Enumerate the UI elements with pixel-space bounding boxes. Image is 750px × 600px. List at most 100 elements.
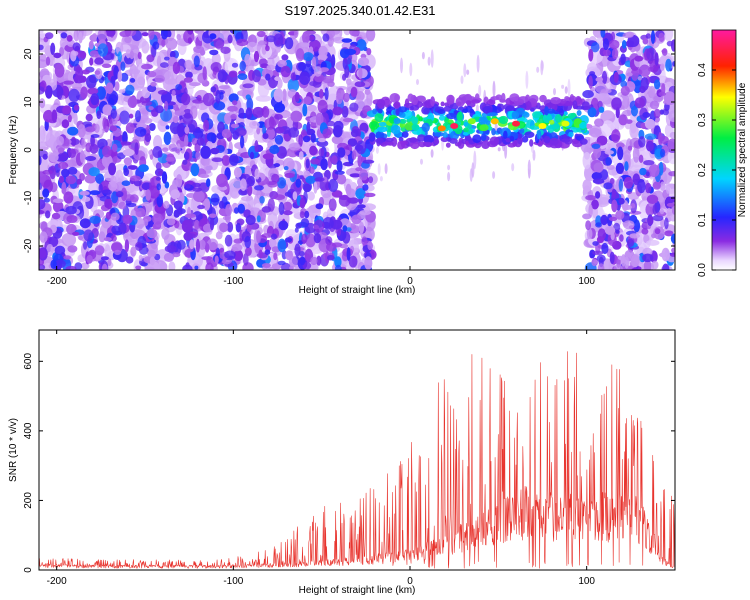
heatmap-cell [278,202,285,215]
heatmap-cell [350,86,358,98]
heatmap-cell [667,138,675,151]
heatmap-cell [418,116,423,122]
heatmap-cell [536,66,540,73]
heatmap-cell [433,132,445,137]
heatmap-cell [438,115,446,121]
heatmap-cell [143,218,149,227]
heatmap-cell [120,61,126,71]
heatmap-cell [466,69,470,75]
heatmap-cell [409,106,414,111]
heatmap-cell [615,210,625,220]
heatmap-cell [517,96,529,103]
heatmap-cell [224,250,236,259]
heatmap-cell [85,156,97,161]
heatmap-cell [45,56,51,66]
heatmap-cell [122,214,133,224]
heatmap-hotspot [538,123,547,129]
heatmap-cell [224,234,233,247]
heatmap-cell [105,211,112,220]
heatmap-cell [187,37,192,44]
heatmap-cell [606,164,615,170]
heatmap-cell [310,133,316,143]
heatmap-cell [203,164,213,172]
heatmap-cell [328,198,337,212]
heatmap-cell [317,99,328,114]
heatmap-cell [336,160,343,173]
heatmap-cell [446,112,457,120]
heatmap-cell [539,94,547,103]
heatmap-cell [593,162,604,173]
heatmap-cell [50,259,57,269]
heatmap-cell [378,122,387,127]
heatmap-cell [67,126,79,136]
heatmap-cell [39,44,44,51]
heatmap-cell [164,181,170,189]
heatmap-cell [147,249,156,258]
heatmap-cell [665,58,672,72]
heatmap-cell [184,126,190,134]
heatmap-cell [326,254,335,261]
heatmap-cell [305,253,311,261]
heatmap-cell [309,166,315,174]
heatmap-cell [57,161,69,170]
heatmap-cell [172,61,181,75]
heatmap-cell [274,76,281,81]
heatmap-cell [611,97,622,110]
heatmap-cell [611,188,617,199]
heatmap-cell [261,206,272,213]
heatmap-cell [546,108,556,114]
heatmap-cell [102,117,107,130]
heatmap-cell [147,70,157,78]
heatmap-cell [644,133,657,140]
heatmap-cell [39,141,47,148]
heatmap-cell [137,76,146,86]
heatmap-cell [618,178,624,192]
heatmap-cell [90,134,100,138]
heatmap-cell [246,223,252,233]
heatmap-cell [603,182,613,190]
heatmap-cell [242,253,249,266]
heatmap-cell [487,112,498,117]
heatmap-cell [210,197,220,203]
heatmap-cell [553,88,556,96]
heatmap-cell [189,239,195,250]
heatmap-cell [602,38,610,51]
heatmap-cell [211,157,224,162]
heatmap-cell [336,174,347,185]
spectrogram-y-label: Frequency (Hz) [8,116,19,185]
heatmap-cell [398,106,408,113]
heatmap-cell [304,210,310,219]
heatmap-cell [194,265,199,270]
heatmap-cell [219,91,224,100]
heatmap-cell [48,152,59,163]
heatmap-cell [592,241,599,246]
heatmap-cell [358,221,365,234]
heatmap-cell [123,167,130,177]
heatmap-cell [309,145,318,156]
heatmap-cell [233,167,242,178]
heatmap-cell [600,120,615,137]
heatmap-cell [164,100,169,112]
heatmap-cell [615,229,620,234]
heatmap-cell [559,98,567,104]
spectrogram-x-label: Height of straight line (km) [299,285,416,296]
heatmap-cell [379,176,383,182]
heatmap-cell [422,101,430,108]
heatmap-cell [129,175,141,182]
heatmap-cell [120,72,129,82]
heatmap-cell [225,203,233,217]
heatmap-cell [511,163,515,172]
heatmap-cell [125,122,135,134]
heatmap-cell [216,173,228,188]
heatmap-cell [532,111,541,119]
heatmap-cell [545,102,554,108]
heatmap-cell [129,50,134,60]
heatmap-cell [149,256,155,266]
heatmap-cell [368,176,374,184]
heatmap-cell [192,128,204,133]
heatmap-cell [227,105,238,112]
heatmap-cell [254,185,264,191]
heatmap-cell [255,95,272,102]
heatmap-cell [95,173,104,185]
heatmap-cell [601,70,608,85]
